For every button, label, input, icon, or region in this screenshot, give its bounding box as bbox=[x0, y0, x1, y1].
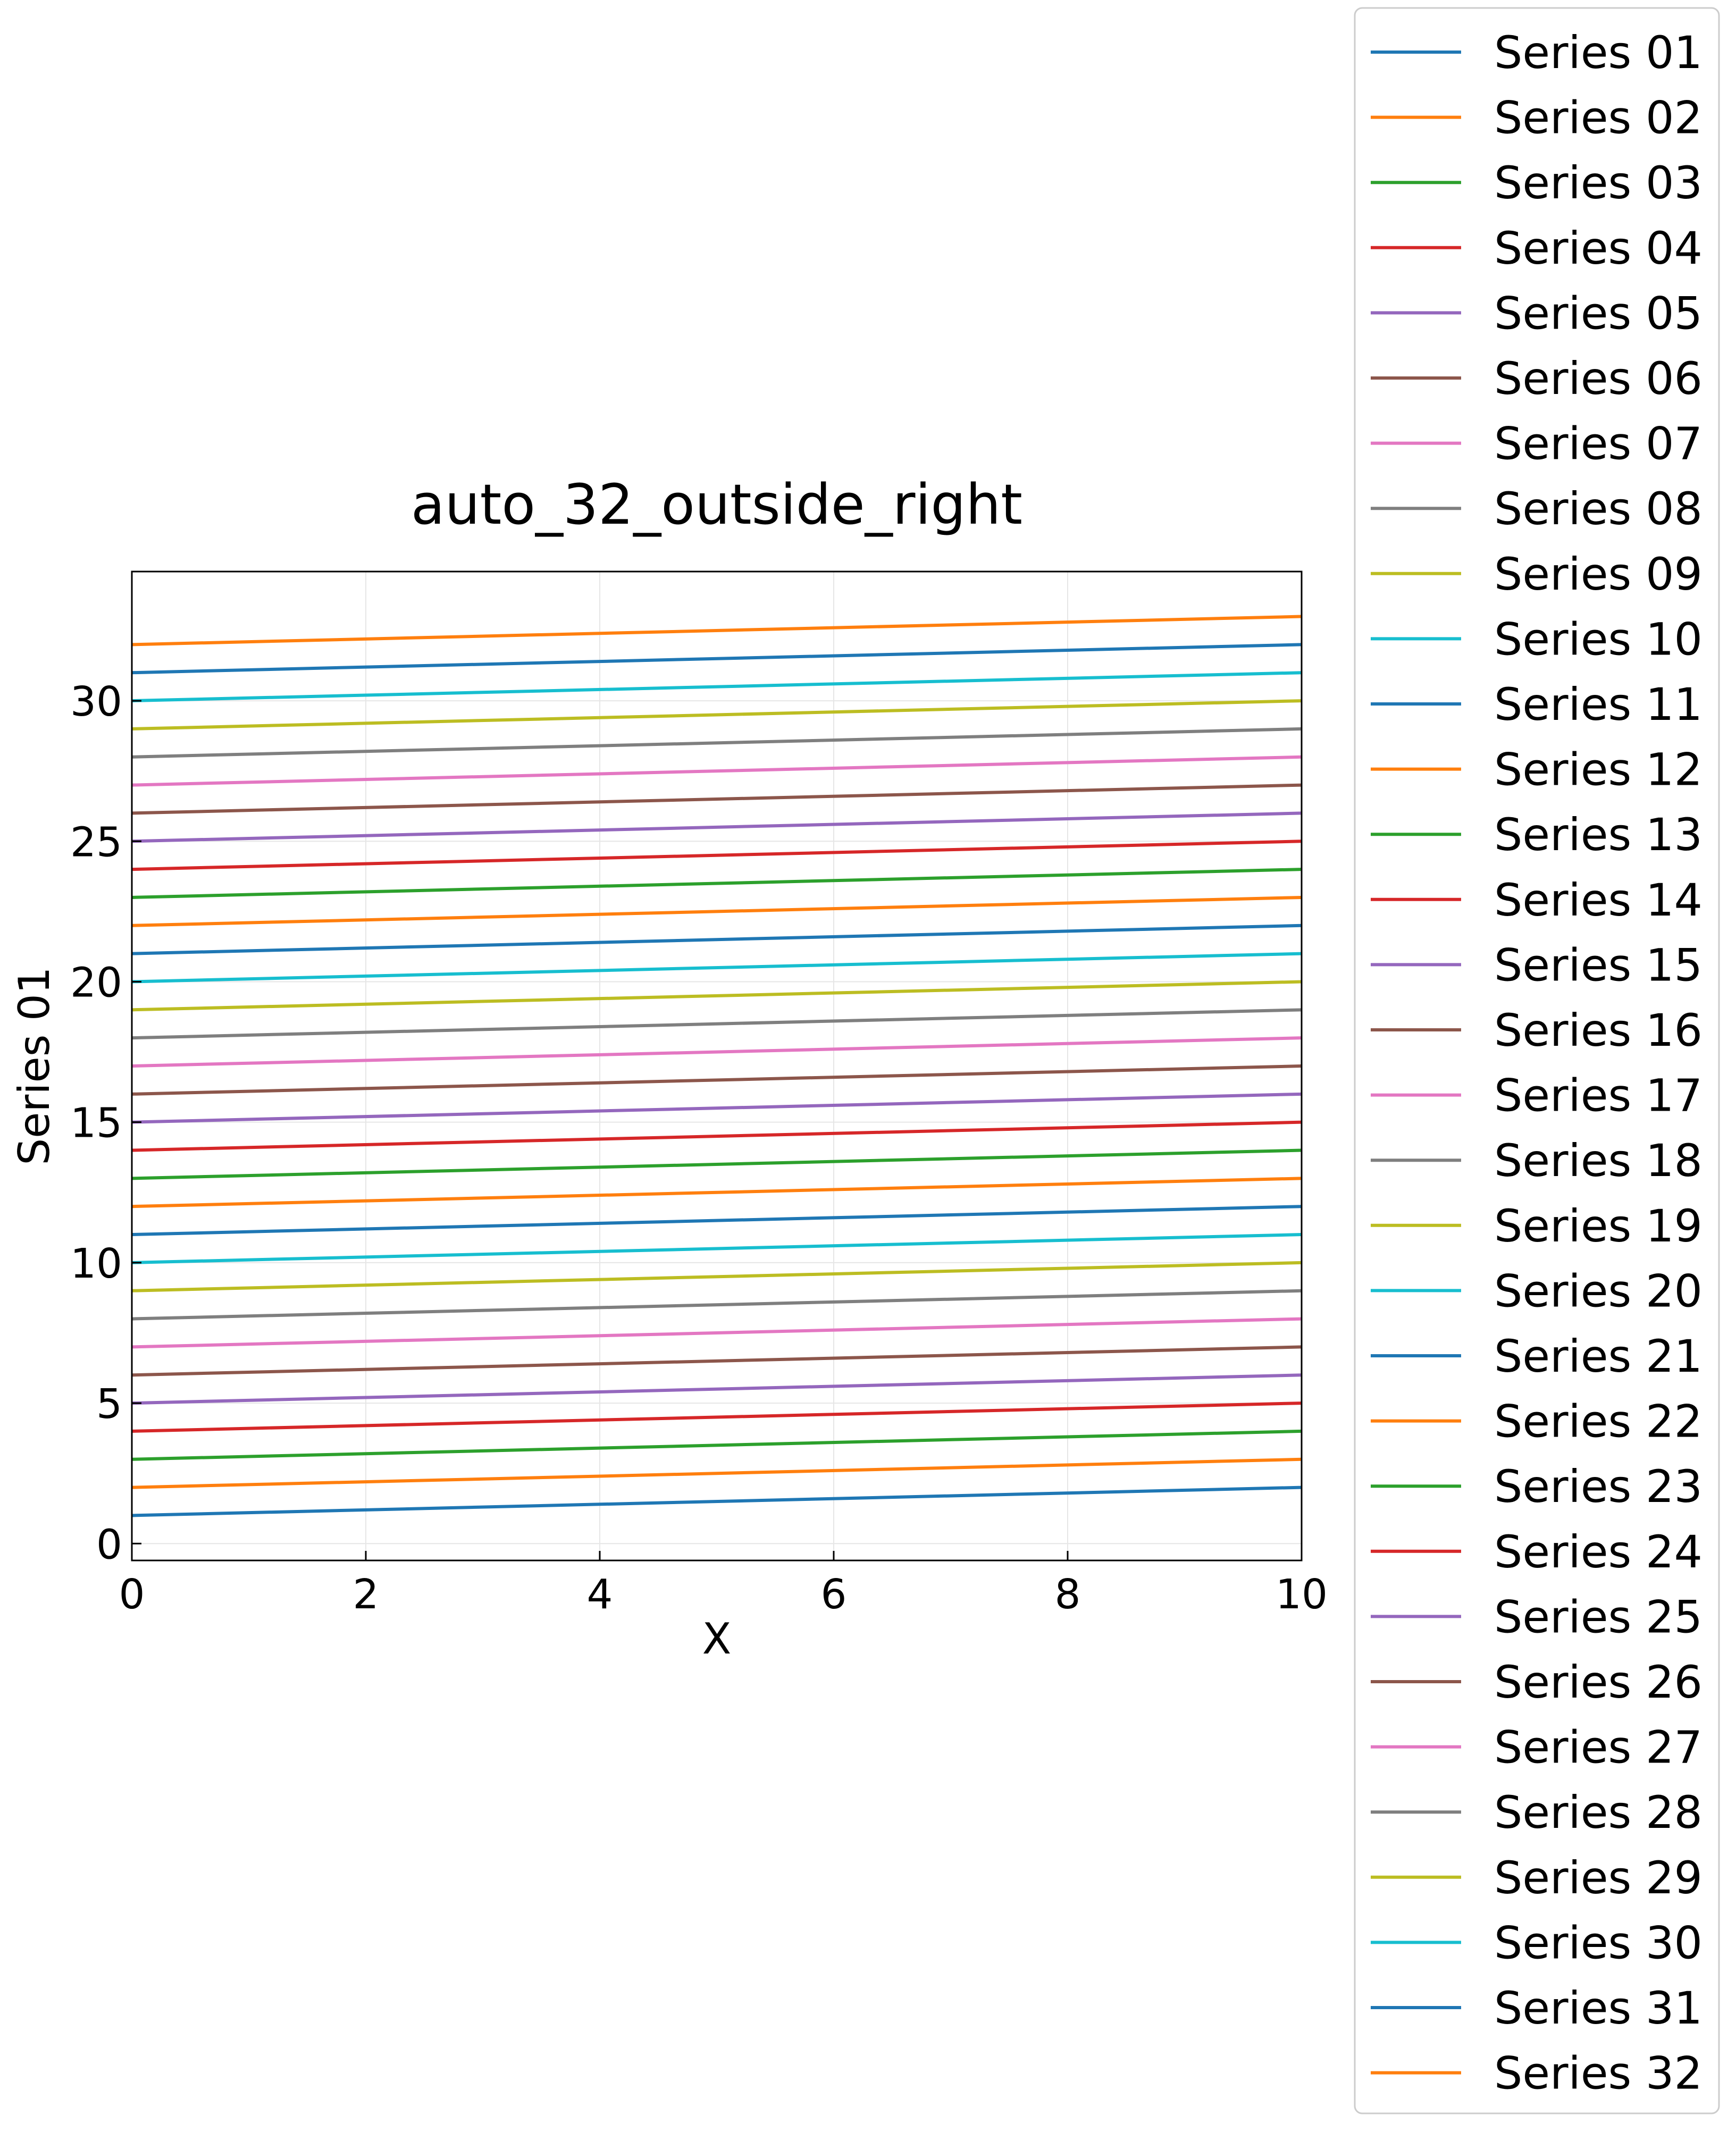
legend-label: Series 31 bbox=[1494, 1982, 1703, 2034]
legend-label: Series 17 bbox=[1494, 1070, 1703, 1122]
series-line bbox=[131, 699, 1302, 731]
legend-label: Series 07 bbox=[1494, 418, 1703, 470]
legend-label: Series 05 bbox=[1494, 287, 1703, 339]
series-line bbox=[131, 1120, 1302, 1152]
legend-label: Series 22 bbox=[1494, 1396, 1703, 1448]
legend-label: Series 15 bbox=[1494, 939, 1703, 991]
legend-label: Series 16 bbox=[1494, 1004, 1703, 1056]
series-line bbox=[131, 868, 1302, 899]
legend-label: Series 29 bbox=[1494, 1852, 1703, 1904]
series-line bbox=[131, 1317, 1302, 1349]
legend-label: Series 11 bbox=[1494, 678, 1703, 731]
legend-label: Series 21 bbox=[1494, 1330, 1703, 1382]
series-line bbox=[131, 727, 1302, 759]
series-line bbox=[131, 1289, 1302, 1321]
series-line bbox=[131, 1401, 1302, 1433]
series-line bbox=[131, 1261, 1302, 1292]
y-axis-label: Series 01 bbox=[10, 967, 59, 1165]
legend-label: Series 27 bbox=[1494, 1722, 1703, 1774]
series-line bbox=[131, 1064, 1302, 1096]
series-line bbox=[131, 1373, 1302, 1405]
legend-label: Series 08 bbox=[1494, 483, 1703, 535]
y-tick-label: 20 bbox=[70, 959, 122, 1006]
series-line bbox=[131, 1205, 1302, 1237]
legend-label: Series 26 bbox=[1494, 1656, 1703, 1708]
y-tick-label: 0 bbox=[96, 1521, 122, 1568]
x-axis-label: X bbox=[702, 1614, 732, 1664]
series-line bbox=[131, 1008, 1302, 1040]
legend-label: Series 20 bbox=[1494, 1265, 1703, 1317]
series-line bbox=[131, 1177, 1302, 1208]
legend-label: Series 18 bbox=[1494, 1135, 1703, 1187]
series-line bbox=[131, 924, 1302, 955]
legend-frame bbox=[1354, 7, 1720, 2114]
axis-ticks: 0 2 4 6 8 10 0 5 10 15 20 25 30 bbox=[70, 678, 1328, 1618]
legend-label: Series 19 bbox=[1494, 1200, 1703, 1252]
series-line bbox=[131, 840, 1302, 871]
series-line bbox=[131, 811, 1302, 843]
legend-label: Series 24 bbox=[1494, 1526, 1703, 1578]
y-tick-label: 10 bbox=[70, 1240, 122, 1288]
legend-label: Series 13 bbox=[1494, 809, 1703, 861]
legend-label: Series 01 bbox=[1494, 27, 1703, 79]
series-line bbox=[131, 615, 1302, 647]
x-tick-label: 10 bbox=[1276, 1571, 1328, 1618]
plot-area-frame bbox=[131, 570, 1303, 1562]
legend: Series 01 Series 02 Series 03 Series 04 Seri… bbox=[1354, 7, 1720, 2114]
legend-label: Series 14 bbox=[1494, 874, 1703, 926]
series-line bbox=[131, 895, 1302, 927]
x-tick-label: 6 bbox=[821, 1571, 847, 1618]
y-tick-label: 25 bbox=[70, 819, 122, 866]
series-line bbox=[131, 952, 1302, 984]
y-tick-label: 30 bbox=[70, 678, 122, 726]
x-tick-label: 2 bbox=[353, 1571, 379, 1618]
series-line bbox=[131, 643, 1302, 675]
legend-label: Series 03 bbox=[1494, 157, 1703, 209]
series-line bbox=[131, 783, 1302, 815]
legend-label: Series 04 bbox=[1494, 222, 1703, 274]
series-lines bbox=[131, 615, 1302, 1517]
x-tick-label: 8 bbox=[1055, 1571, 1081, 1618]
legend-label: Series 32 bbox=[1494, 2047, 1703, 2100]
grid-lines bbox=[131, 572, 1302, 1560]
series-line bbox=[131, 1345, 1302, 1377]
series-line bbox=[131, 1148, 1302, 1180]
series-line bbox=[131, 1429, 1302, 1461]
series-line bbox=[131, 1036, 1302, 1068]
legend-label: Series 10 bbox=[1494, 613, 1703, 665]
chart-title: auto_32_outside_right bbox=[411, 472, 1022, 537]
legend-label: Series 02 bbox=[1494, 92, 1703, 144]
legend-label: Series 09 bbox=[1494, 548, 1703, 600]
series-line bbox=[131, 1457, 1302, 1489]
x-tick-label: 4 bbox=[587, 1571, 613, 1618]
series-line bbox=[131, 1092, 1302, 1124]
x-tick-label: 0 bbox=[119, 1571, 145, 1618]
y-tick-label: 5 bbox=[96, 1381, 122, 1428]
series-line bbox=[131, 1233, 1302, 1264]
series-line bbox=[131, 755, 1302, 787]
y-tick-label: 15 bbox=[70, 1100, 122, 1147]
legend-label: Series 30 bbox=[1494, 1917, 1703, 1969]
legend-label: Series 12 bbox=[1494, 744, 1703, 796]
legend-label: Series 23 bbox=[1494, 1460, 1703, 1513]
legend-label: Series 25 bbox=[1494, 1591, 1703, 1643]
series-line bbox=[131, 1485, 1302, 1517]
series-line bbox=[131, 980, 1302, 1012]
legend-label: Series 06 bbox=[1494, 352, 1703, 405]
series-line bbox=[131, 671, 1302, 703]
legend-label: Series 28 bbox=[1494, 1786, 1703, 1839]
